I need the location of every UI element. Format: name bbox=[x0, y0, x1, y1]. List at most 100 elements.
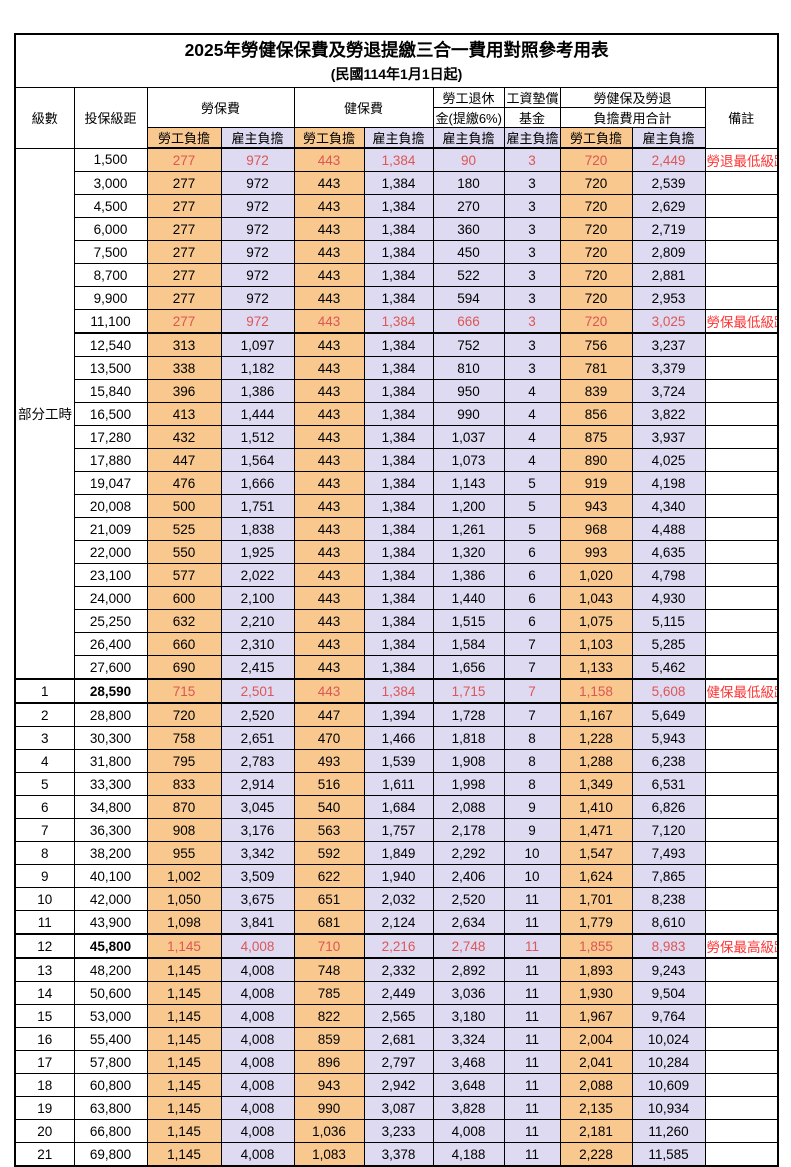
subheader-pension-employer: 雇主負擔 bbox=[432, 127, 505, 149]
cell-wage-fund-employer: 3 bbox=[503, 194, 561, 218]
cell-labor-employer: 972 bbox=[220, 263, 295, 287]
cell-total-employee: 993 bbox=[559, 540, 633, 564]
cell-total-employee: 2,041 bbox=[559, 1050, 633, 1074]
fee-comparison-table: 2025年勞健保保費及勞退提繳三合一費用對照參考用表 (民國114年1月1日起)… bbox=[14, 33, 780, 1167]
cell-note: 勞保最低級距 bbox=[704, 309, 779, 334]
cell-labor-employee: 955 bbox=[146, 841, 222, 865]
cell-total-employer: 4,340 bbox=[631, 494, 706, 518]
subheader-health-employee: 勞工負擔 bbox=[293, 127, 365, 149]
page: 2025年勞健保保費及勞退提繳三合一費用對照參考用表 (民國114年1月1日起)… bbox=[14, 33, 780, 1167]
cell-health-employee: 443 bbox=[293, 632, 365, 656]
cell-labor-employer: 1,512 bbox=[220, 425, 295, 449]
cell-wage-fund-employer: 11 bbox=[503, 1073, 561, 1097]
cell-salary-bracket: 36,300 bbox=[73, 818, 148, 842]
cell-total-employer: 4,198 bbox=[631, 471, 706, 495]
cell-total-employee: 720 bbox=[559, 147, 633, 172]
cell-pension-employer: 180 bbox=[432, 171, 505, 195]
table-row: 15,840 396 1,386 443 1,384 950 4 839 3,724 bbox=[15, 379, 779, 403]
cell-total-employee: 720 bbox=[559, 263, 633, 287]
cell-salary-bracket: 20,008 bbox=[73, 494, 148, 518]
cell-health-employee: 651 bbox=[293, 887, 365, 911]
cell-total-employee: 781 bbox=[559, 356, 633, 380]
cell-wage-fund-employer: 11 bbox=[503, 1050, 561, 1074]
cell-wage-fund-employer: 6 bbox=[503, 540, 561, 564]
cell-note bbox=[704, 217, 779, 241]
table-row: 8,700 277 972 443 1,384 522 3 720 2,881 bbox=[15, 263, 779, 287]
table-row: 19 63,800 1,145 4,008 990 3,087 3,828 11 2,135 10… bbox=[14, 1096, 779, 1120]
cell-health-employer: 3,087 bbox=[363, 1096, 434, 1120]
cell-health-employee: 563 bbox=[293, 818, 365, 842]
cell-total-employer: 2,719 bbox=[631, 217, 706, 241]
table-row: 24,000 600 2,100 443 1,384 1,440 6 1,043 4,930 bbox=[15, 586, 779, 610]
col-header-health-insurance: 健保費 bbox=[293, 87, 434, 128]
table-row: 13,500 338 1,182 443 1,384 810 3 781 3,379 bbox=[15, 356, 779, 380]
cell-note: 健保最低級距 bbox=[704, 678, 779, 704]
cell-health-employee: 443 bbox=[293, 240, 365, 264]
cell-health-employee: 443 bbox=[293, 402, 365, 426]
cell-health-employee: 443 bbox=[293, 147, 365, 172]
cell-total-employer: 3,822 bbox=[631, 402, 706, 426]
cell-note bbox=[704, 471, 779, 495]
cell-health-employer: 1,611 bbox=[363, 772, 434, 796]
cell-pension-employer: 270 bbox=[432, 194, 505, 218]
cell-total-employee: 2,181 bbox=[559, 1119, 633, 1143]
cell-health-employer: 1,384 bbox=[363, 425, 434, 449]
cell-wage-fund-employer: 11 bbox=[503, 1142, 561, 1167]
cell-note bbox=[704, 655, 779, 680]
table-row: 9 40,100 1,002 3,509 622 1,940 2,406 10 1,624 7,8… bbox=[14, 864, 779, 888]
cell-level: 10 bbox=[14, 887, 75, 911]
cell-health-employee: 592 bbox=[293, 841, 365, 865]
cell-labor-employer: 972 bbox=[220, 147, 295, 172]
cell-note bbox=[704, 632, 779, 656]
cell-health-employee: 443 bbox=[293, 332, 365, 357]
cell-salary-bracket: 22,000 bbox=[73, 540, 148, 564]
table-row: 9,900 277 972 443 1,384 594 3 720 2,953 bbox=[15, 286, 779, 310]
cell-health-employer: 2,216 bbox=[363, 933, 434, 959]
cell-salary-bracket: 63,800 bbox=[73, 1096, 148, 1120]
cell-wage-fund-employer: 3 bbox=[503, 171, 561, 195]
cell-labor-employer: 2,210 bbox=[220, 609, 295, 633]
col-header-wage-fund-line1: 工資墊償 bbox=[503, 87, 561, 108]
cell-health-employer: 1,466 bbox=[363, 726, 434, 750]
cell-total-employer: 10,024 bbox=[631, 1027, 706, 1051]
cell-total-employee: 1,167 bbox=[559, 702, 633, 727]
cell-total-employer: 5,608 bbox=[631, 678, 706, 704]
cell-salary-bracket: 53,000 bbox=[73, 1004, 148, 1028]
table-row: 4 31,800 795 2,783 493 1,539 1,908 8 1,288 6,238 bbox=[14, 749, 779, 773]
cell-labor-employer: 4,008 bbox=[220, 933, 295, 959]
cell-labor-employee: 632 bbox=[146, 609, 222, 633]
cell-pension-employer: 3,036 bbox=[432, 981, 505, 1005]
cell-salary-bracket: 55,400 bbox=[73, 1027, 148, 1051]
cell-total-employee: 1,701 bbox=[559, 887, 633, 911]
cell-pension-employer: 1,073 bbox=[432, 448, 505, 472]
cell-health-employer: 1,384 bbox=[363, 194, 434, 218]
header-group-row-2: 金(提繳6%) 基金 負擔費用合計 bbox=[15, 107, 778, 128]
cell-health-employer: 1,384 bbox=[363, 586, 434, 610]
cell-note bbox=[704, 517, 779, 541]
table-row: 6,000 277 972 443 1,384 360 3 720 2,719 bbox=[15, 217, 779, 241]
cell-total-employer: 7,120 bbox=[631, 818, 706, 842]
cell-labor-employee: 447 bbox=[146, 448, 222, 472]
cell-total-employee: 943 bbox=[559, 494, 633, 518]
cell-wage-fund-employer: 8 bbox=[503, 772, 561, 796]
cell-wage-fund-employer: 11 bbox=[503, 1096, 561, 1120]
cell-total-employer: 2,809 bbox=[631, 240, 706, 264]
cell-total-employee: 919 bbox=[559, 471, 633, 495]
cell-note bbox=[704, 286, 779, 310]
cell-health-employee: 443 bbox=[293, 678, 365, 704]
cell-note bbox=[704, 609, 779, 633]
cell-total-employee: 1,075 bbox=[559, 609, 633, 633]
cell-health-employer: 2,797 bbox=[363, 1050, 434, 1074]
cell-note bbox=[704, 448, 779, 472]
cell-health-employee: 443 bbox=[293, 609, 365, 633]
cell-total-employer: 9,504 bbox=[631, 981, 706, 1005]
cell-wage-fund-employer: 11 bbox=[503, 1119, 561, 1143]
cell-wage-fund-employer: 8 bbox=[503, 749, 561, 773]
cell-pension-employer: 450 bbox=[432, 240, 505, 264]
cell-health-employee: 943 bbox=[293, 1073, 365, 1097]
page-title: 2025年勞健保保費及勞退提繳三合一費用對照參考用表 bbox=[184, 40, 609, 60]
subheader-wage-fund-employer: 雇主負擔 bbox=[503, 127, 561, 149]
cell-labor-employee: 1,002 bbox=[146, 864, 222, 888]
cell-salary-bracket: 9,900 bbox=[73, 286, 148, 310]
cell-labor-employee: 1,050 bbox=[146, 887, 222, 911]
